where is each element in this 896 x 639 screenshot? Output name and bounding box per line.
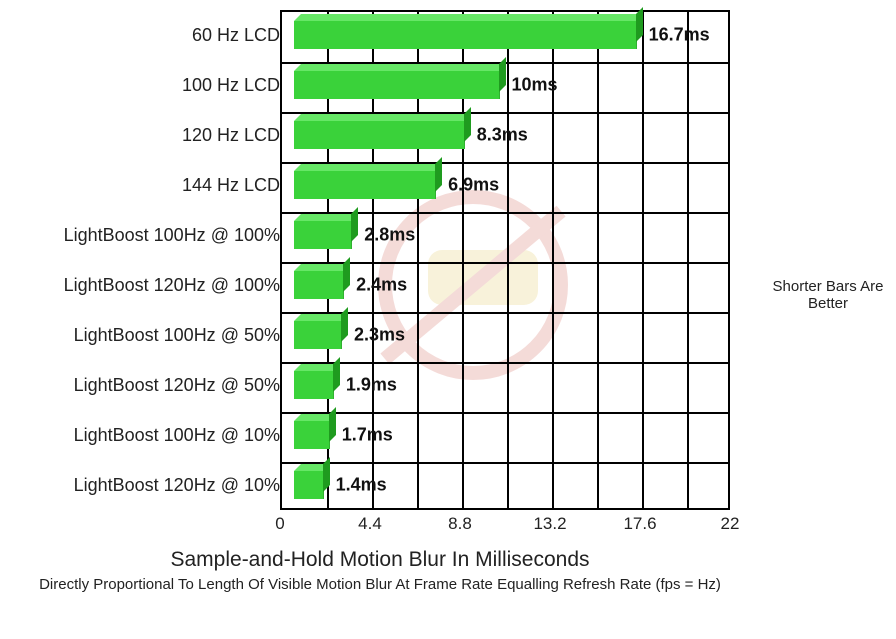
bar-label: 144 Hz LCD (0, 175, 294, 196)
bar-slot: 8.3ms (294, 110, 744, 160)
bar (294, 471, 323, 499)
bar-label: LightBoost 120Hz @ 100% (0, 275, 294, 296)
bar-label: 60 Hz LCD (0, 25, 294, 46)
bar-slot: 16.7ms (294, 10, 744, 60)
x-axis-subtitle: Directly Proportional To Length Of Visib… (0, 576, 760, 593)
bar-front-face (294, 121, 465, 149)
x-tick-label: 13.2 (533, 514, 566, 534)
bar-row: 60 Hz LCD 16.7ms (0, 10, 760, 60)
page: { "chart":{ "type":"bar", "orientation":… (0, 0, 896, 639)
bar-row: LightBoost 100Hz @ 100% 2.8ms (0, 210, 760, 260)
side-note-shorter-bars: Shorter Bars Are Better (768, 278, 888, 312)
bar-front-face (294, 321, 342, 349)
x-tick-label: 17.6 (623, 514, 656, 534)
bar-top-face (294, 264, 350, 271)
bar-slot: 2.3ms (294, 310, 744, 360)
bar-row: LightBoost 120Hz @ 50% 1.9ms (0, 360, 760, 410)
bar (294, 121, 464, 149)
x-tick-label: 8.8 (448, 514, 472, 534)
bar-value-label: 16.7ms (649, 25, 710, 46)
bar-side-face (333, 357, 340, 392)
bar-top-face (294, 64, 506, 71)
bar-slot: 2.8ms (294, 210, 744, 260)
bar-front-face (294, 421, 330, 449)
bar-value-label: 2.8ms (364, 225, 415, 246)
bar-front-face (294, 371, 334, 399)
bar-label: LightBoost 100Hz @ 100% (0, 225, 294, 246)
bar-row: 100 Hz LCD 10ms (0, 60, 760, 110)
bar-value-label: 1.4ms (336, 475, 387, 496)
bar-slot: 10ms (294, 60, 744, 110)
bar-label: 100 Hz LCD (0, 75, 294, 96)
bar (294, 171, 435, 199)
x-tick-label: 22 (721, 514, 740, 534)
bar-label: 120 Hz LCD (0, 125, 294, 146)
bar-value-label: 8.3ms (477, 125, 528, 146)
bar-chart: 60 Hz LCD 16.7ms 100 Hz LCD 10ms 120 Hz LCD 8… (0, 10, 760, 510)
bar-front-face (294, 271, 344, 299)
bar-value-label: 2.4ms (356, 275, 407, 296)
bar-front-face (294, 71, 500, 99)
bar-label: LightBoost 120Hz @ 50% (0, 375, 294, 396)
bar-side-face (464, 107, 471, 142)
bar-top-face (294, 114, 471, 121)
bar (294, 21, 636, 49)
bar-side-face (341, 307, 348, 342)
bar-label: LightBoost 120Hz @ 10% (0, 475, 294, 496)
bar-side-face (636, 7, 643, 42)
bar-label: LightBoost 100Hz @ 50% (0, 325, 294, 346)
bar-side-face (343, 257, 350, 292)
bar-value-label: 1.7ms (342, 425, 393, 446)
bar-slot: 1.4ms (294, 460, 744, 510)
bar-front-face (294, 471, 324, 499)
bar-value-label: 1.9ms (346, 375, 397, 396)
bar-side-face (323, 457, 330, 492)
x-tick-label: 4.4 (358, 514, 382, 534)
bar-front-face (294, 221, 352, 249)
bar-row: LightBoost 120Hz @ 100% 2.4ms (0, 260, 760, 310)
bar-top-face (294, 164, 442, 171)
bar-side-face (351, 207, 358, 242)
bar-row: LightBoost 120Hz @ 10% 1.4ms (0, 460, 760, 510)
bar-row: LightBoost 100Hz @ 10% 1.7ms (0, 410, 760, 460)
bar-slot: 1.7ms (294, 410, 744, 460)
bar-row: LightBoost 100Hz @ 50% 2.3ms (0, 310, 760, 360)
bar (294, 421, 329, 449)
bar-label: LightBoost 100Hz @ 10% (0, 425, 294, 446)
x-tick-label: 0 (275, 514, 284, 534)
bar (294, 371, 333, 399)
bar-row: 120 Hz LCD 8.3ms (0, 110, 760, 160)
bar (294, 71, 499, 99)
bar-side-face (499, 57, 506, 92)
bar-value-label: 2.3ms (354, 325, 405, 346)
bar-slot: 6.9ms (294, 160, 744, 210)
bar-slot: 1.9ms (294, 360, 744, 410)
bar (294, 271, 343, 299)
bar-row: 144 Hz LCD 6.9ms (0, 160, 760, 210)
bar-top-face (294, 14, 643, 21)
bar-slot: 2.4ms (294, 260, 744, 310)
bar-front-face (294, 21, 637, 49)
bar-top-face (294, 314, 348, 321)
x-axis-ticks: 04.48.813.217.622 (280, 514, 730, 536)
bar-side-face (435, 157, 442, 192)
x-axis-title: Sample-and-Hold Motion Blur In Milliseco… (0, 548, 760, 572)
bar (294, 321, 341, 349)
bar-value-label: 6.9ms (448, 175, 499, 196)
bar (294, 221, 351, 249)
bar-side-face (329, 407, 336, 442)
bar-top-face (294, 214, 358, 221)
bar-front-face (294, 171, 436, 199)
bar-value-label: 10ms (512, 75, 558, 96)
